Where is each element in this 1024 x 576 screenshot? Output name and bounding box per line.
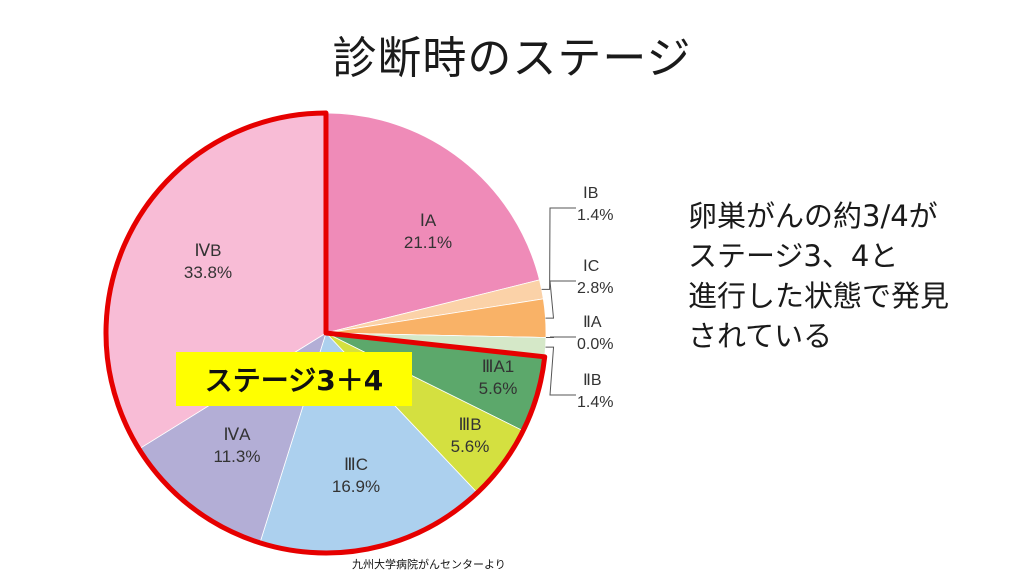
leader-line [545, 346, 576, 396]
page-title: 診断時のステージ [332, 33, 692, 84]
slice-label: 5.6% [479, 379, 518, 398]
slice-label: 16.9% [332, 477, 380, 496]
slice-label: ⅢC [344, 455, 368, 474]
stage3-4-badge: ステージ3＋4 [176, 352, 412, 406]
slice-label: 1.4% [577, 207, 613, 224]
leader-line [545, 280, 576, 319]
slice-label: ⅠA [420, 211, 437, 230]
slice-label: ⅣA [223, 425, 251, 444]
slice-label: ⅡA [583, 314, 602, 331]
leader-line [541, 207, 576, 290]
source-note: 九州大学病院がんセンターより [352, 558, 506, 571]
annotation-line: されている [688, 319, 833, 353]
slice-label: 21.1% [404, 233, 452, 252]
stage3-4-highlight-outline [103, 110, 548, 556]
slice-label: ⅠC [583, 258, 599, 275]
slice-label: ⅡB [583, 372, 602, 389]
slice-label: 0.0% [577, 336, 613, 353]
annotation-line: 卵巣がんの約3/4が [688, 199, 938, 233]
slice-label: 5.6% [451, 437, 490, 456]
annotation-line: ステージ3、4と [688, 239, 899, 273]
slice-label: ⅣB [194, 241, 221, 260]
annotation-line: 進行した状態で発見 [688, 279, 950, 313]
slice-label: 33.8% [184, 263, 232, 282]
annotation-text: 卵巣がんの約3/4が ステージ3、4と 進行した状態で発見 されている [688, 196, 1018, 356]
slice-label: 1.4% [577, 394, 613, 411]
slice-label: 2.8% [577, 280, 613, 297]
slice-label: ⅢB [458, 415, 481, 434]
slice-label: ⅠB [583, 185, 598, 202]
slice-label: 11.3% [214, 447, 261, 466]
pie-slice [325, 112, 540, 334]
slice-label: ⅢA1 [482, 357, 515, 376]
